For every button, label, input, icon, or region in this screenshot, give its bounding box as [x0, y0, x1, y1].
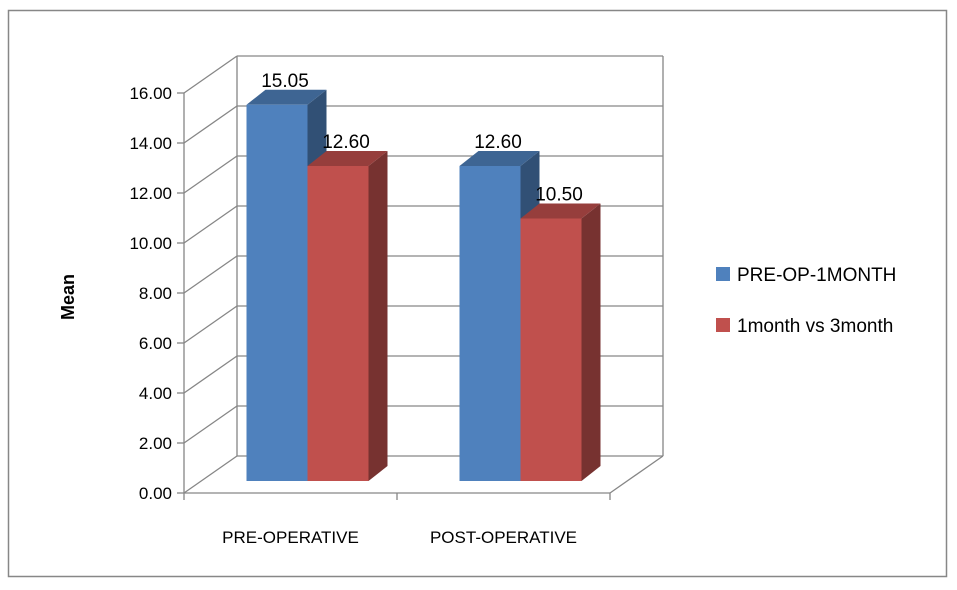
- y-axis: 0.00 2.00 4.00 6.00 8.00 10.00 12.00 14.00 16.00: [129, 84, 184, 503]
- bar: [307, 151, 388, 481]
- bar-front-face: [520, 218, 582, 481]
- legend-label: PRE-OP-1MONTH: [737, 265, 896, 286]
- side-gridline: [183, 155, 238, 194]
- side-gridline: [183, 105, 238, 144]
- y-tick-label: 14.00: [129, 134, 172, 153]
- x-tick-label: PRE-OPERATIVE: [222, 528, 359, 547]
- y-tick-label: 6.00: [139, 334, 172, 353]
- legend-label: 1month vs 3month: [737, 316, 893, 337]
- bar-top-face: [246, 89, 327, 105]
- x-axis: PRE-OPERATIVE POST-OPERATIVE: [183, 493, 611, 547]
- data-labels: 15.05 12.60 12.60 10.50: [261, 71, 583, 206]
- y-axis-title: Mean: [58, 274, 78, 320]
- bars: [246, 89, 601, 481]
- data-label: 12.60: [474, 132, 522, 153]
- bar-front-face: [307, 166, 369, 481]
- bar-front-face: [459, 166, 521, 481]
- side-gridline: [183, 55, 238, 94]
- bar-top-face: [459, 151, 540, 166]
- side-gridline: [183, 355, 238, 394]
- floor-right-edge: [609, 455, 664, 494]
- bar-side-face: [368, 151, 388, 481]
- bar-top-face: [520, 203, 601, 219]
- legend-swatch: [716, 267, 730, 281]
- y-tick-label: 0.00: [139, 484, 172, 503]
- data-label: 15.05: [261, 71, 309, 92]
- legend: PRE-OP-1MONTH 1month vs 3month: [716, 265, 896, 337]
- y-tick-label: 10.00: [129, 234, 172, 253]
- side-gridline: [183, 455, 238, 494]
- side-gridline: [183, 255, 238, 294]
- y-tick-label: 16.00: [129, 84, 172, 103]
- side-gridline: [183, 205, 238, 244]
- side-gridline: [183, 305, 238, 344]
- y-tick-label: 4.00: [139, 384, 172, 403]
- bar: [520, 203, 601, 481]
- y-tick-label: 2.00: [139, 434, 172, 453]
- bar-front-face: [246, 104, 308, 481]
- data-label: 10.50: [535, 185, 583, 206]
- x-tick-label: POST-OPERATIVE: [430, 528, 577, 547]
- y-tick-label: 8.00: [139, 284, 172, 303]
- side-gridline: [183, 405, 238, 444]
- legend-swatch: [716, 318, 730, 332]
- y-tick-label: 12.00: [129, 184, 172, 203]
- bar-side-face: [581, 203, 601, 481]
- data-label: 12.60: [322, 132, 370, 153]
- bar-top-face: [307, 151, 388, 166]
